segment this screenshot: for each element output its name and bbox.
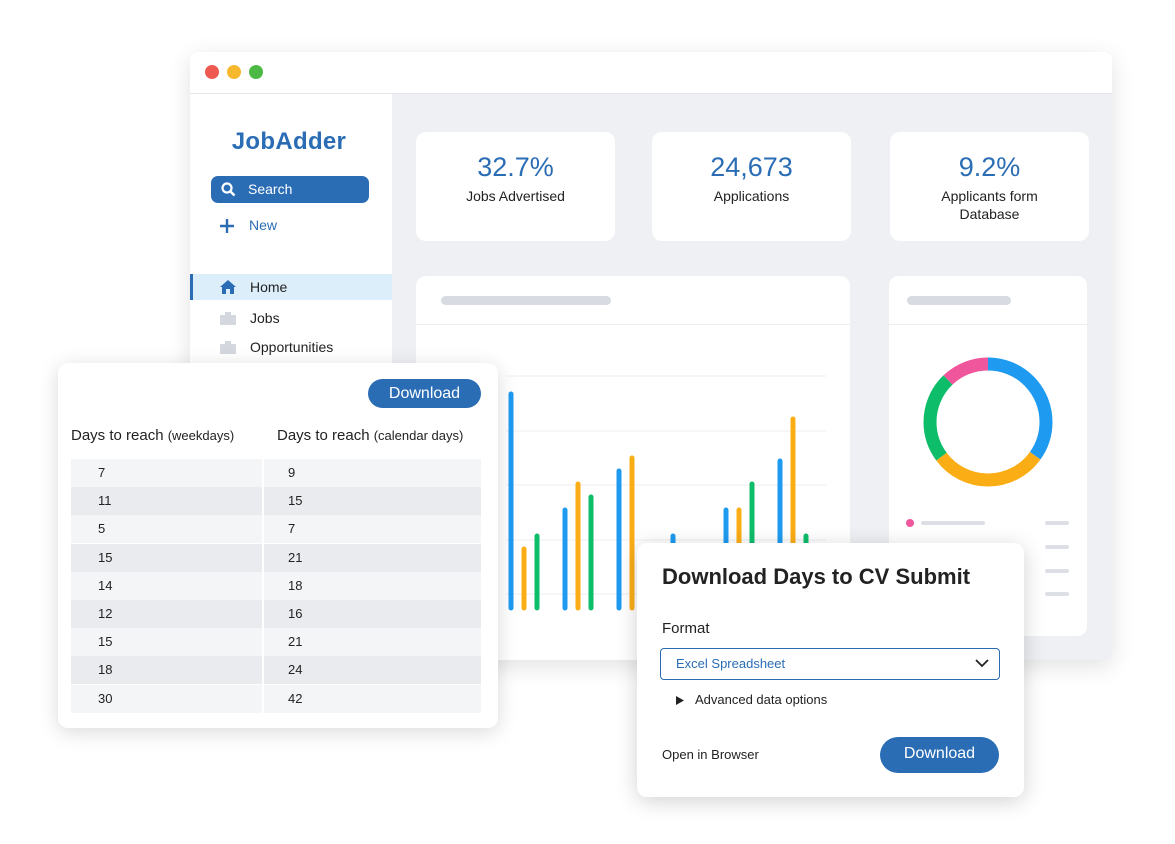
column-header: Days to reach (weekdays) <box>71 427 234 444</box>
table-cell: 7 <box>98 465 106 480</box>
cell-divider <box>262 487 264 516</box>
nav-jobs[interactable]: Jobs <box>190 305 392 331</box>
open-in-browser[interactable]: Open in Browser <box>662 747 759 762</box>
table-cell: 11 <box>98 493 112 509</box>
placeholder-title <box>441 296 611 305</box>
dialog-download-button[interactable]: Download <box>880 737 999 773</box>
table-cell: 15 <box>98 549 113 565</box>
table-cell: 5 <box>98 521 106 537</box>
cell-divider <box>262 656 264 685</box>
cell-divider <box>262 459 264 487</box>
cell-divider <box>262 600 264 628</box>
stat-value: 24,673 <box>710 152 793 182</box>
table-row: 15 21 <box>71 543 481 572</box>
brand: JobAdder <box>231 128 347 155</box>
nav-label: Opportunities <box>250 339 334 355</box>
divider <box>416 324 850 325</box>
cell-divider <box>262 684 264 713</box>
table-cell: 18 <box>288 577 303 593</box>
table-cell: 15 <box>98 634 113 650</box>
format-label: Format <box>662 620 710 637</box>
close-dot[interactable] <box>205 65 219 79</box>
stat-card: 24,673 Applications <box>652 132 851 241</box>
stat-card: 9.2% Applicants form Database <box>890 132 1089 241</box>
table-row: 15 21 <box>71 628 481 657</box>
table-row: 30 42 <box>71 684 481 713</box>
download-dialog: Download Days to CV Submit Format Excel … <box>637 543 1024 797</box>
table-cell: 14 <box>98 577 113 593</box>
stat-card: 32.7% Jobs Advertised <box>416 132 615 241</box>
new-label: New <box>249 217 278 233</box>
download-button[interactable]: Download <box>368 379 481 408</box>
dialog-title: Download Days to CV Submit <box>662 564 971 589</box>
table-row: 18 24 <box>71 656 481 685</box>
home-icon <box>220 280 236 294</box>
format-select[interactable]: Excel Spreadsheet <box>660 648 1000 680</box>
table-cell: 16 <box>288 606 303 621</box>
nav-home[interactable]: Home <box>190 274 392 300</box>
table-cell: 12 <box>98 606 113 621</box>
cell-divider <box>262 628 264 657</box>
opportunities-icon <box>220 341 236 354</box>
plus-icon <box>220 219 234 233</box>
placeholder-title <box>907 296 1011 305</box>
cell-divider <box>262 571 264 600</box>
table-row: 14 18 <box>71 571 481 600</box>
table-cell: 9 <box>288 465 296 480</box>
header-unit: (calendar days) <box>373 428 464 443</box>
column-header: Days to reach (calendar days) <box>277 427 463 444</box>
title-bar <box>190 52 1112 94</box>
chevron-icon <box>975 659 989 668</box>
nav-opportunities[interactable]: Opportunities <box>190 334 392 360</box>
advanced-label: Advanced data options <box>695 692 828 707</box>
search-label: Search <box>248 181 293 197</box>
table-cell: 15 <box>288 493 303 509</box>
table-cell: 21 <box>288 549 303 565</box>
table-cell: 21 <box>288 634 303 650</box>
header-title: Days to reach <box>277 427 370 444</box>
table-cell: 18 <box>98 662 113 678</box>
stat-value: 32.7% <box>477 152 554 182</box>
stat-label: Applications <box>713 188 790 204</box>
cell-divider <box>262 543 264 572</box>
table-cell: 7 <box>288 521 296 537</box>
minimize-dot[interactable] <box>227 65 241 79</box>
stat-label: Applicants form Database <box>941 188 1038 222</box>
table-cell: 30 <box>98 690 113 706</box>
format-value: Excel Spreadsheet <box>676 656 786 671</box>
search-icon <box>221 182 236 197</box>
triangle-icon <box>676 696 684 705</box>
search-button[interactable]: Search <box>211 176 369 203</box>
header-title: Days to reach <box>71 427 164 444</box>
donut-illustration <box>906 357 1069 596</box>
stat-label: Jobs Advertised <box>466 188 565 204</box>
table-row: 11 15 <box>71 487 481 516</box>
divider <box>889 324 1087 325</box>
cell-divider <box>262 515 264 544</box>
jobs-icon <box>220 312 236 325</box>
table-cell: 42 <box>288 690 303 706</box>
stat-value: 9.2% <box>958 152 1021 182</box>
nav-label: Home <box>250 279 288 295</box>
nav-label: Jobs <box>250 310 280 326</box>
header-unit: (weekdays) <box>167 428 235 443</box>
table-panel: Download Days to reach (weekdays) Days t… <box>58 363 498 728</box>
maximize-dot[interactable] <box>249 65 263 79</box>
table-row: 12 16 <box>71 600 481 628</box>
table-cell: 24 <box>288 662 303 678</box>
